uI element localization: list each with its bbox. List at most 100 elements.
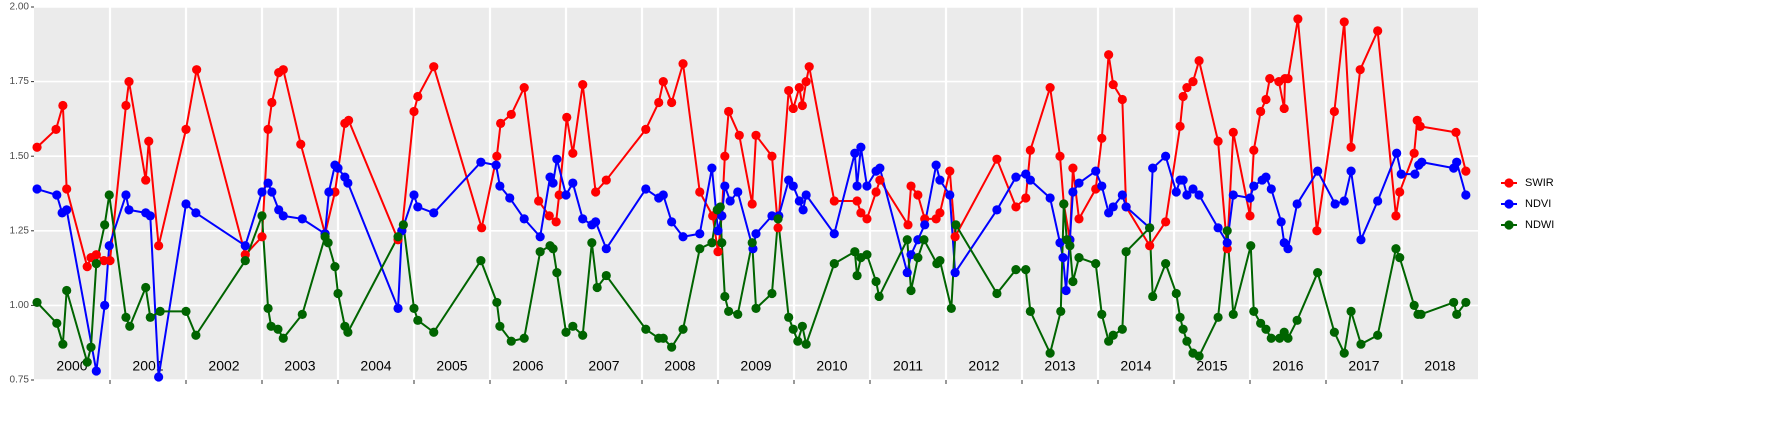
data-point (713, 247, 723, 257)
data-point (145, 312, 155, 322)
data-point (1228, 190, 1238, 200)
data-point (1061, 285, 1071, 296)
data-point (1117, 190, 1127, 200)
x-tick-label: 2004 (360, 358, 391, 374)
data-point (104, 190, 114, 200)
data-point (343, 327, 353, 337)
data-point (240, 241, 250, 251)
data-point (1091, 166, 1101, 176)
data-point (1021, 193, 1031, 203)
data-point (992, 205, 1002, 215)
data-point (263, 124, 273, 134)
data-point (343, 178, 353, 188)
data-point (561, 327, 571, 337)
data-point (793, 336, 803, 346)
data-point (935, 256, 945, 266)
data-point (1108, 330, 1118, 340)
data-point (155, 306, 165, 316)
data-point (534, 196, 544, 206)
data-point (1339, 17, 1349, 27)
data-point (852, 270, 862, 281)
data-point (992, 288, 1002, 299)
data-point (181, 199, 191, 209)
x-tick-label: 2008 (664, 358, 695, 374)
x-tick-label: 2007 (588, 358, 619, 374)
data-point (1391, 244, 1401, 254)
data-point (1395, 253, 1405, 263)
data-point (519, 333, 529, 343)
data-point (1171, 187, 1181, 197)
x-tick-label: 2014 (1120, 358, 1151, 374)
data-point (1011, 172, 1021, 182)
data-point (902, 235, 912, 245)
data-point (850, 247, 860, 257)
legend-swatch (1504, 178, 1514, 188)
data-point (154, 372, 164, 382)
data-point (678, 59, 688, 69)
data-point (720, 151, 730, 161)
data-point (935, 175, 945, 185)
data-point (950, 267, 960, 278)
data-point (1194, 351, 1204, 361)
data-point (903, 220, 913, 230)
data-point (552, 154, 562, 164)
data-point (874, 291, 884, 302)
data-point (829, 259, 839, 269)
y-tick-label: 0.75 (10, 375, 30, 386)
data-point (862, 250, 872, 260)
data-point (324, 187, 334, 197)
data-point (1117, 94, 1127, 105)
data-point (1391, 211, 1401, 221)
data-point (409, 303, 419, 313)
legend-label: NDVI (1525, 198, 1551, 210)
data-point (568, 178, 578, 188)
data-point (1312, 226, 1322, 236)
data-point (591, 187, 601, 197)
data-point (62, 285, 72, 296)
data-point (333, 288, 343, 299)
data-point (1148, 163, 1158, 173)
data-point (1213, 223, 1223, 233)
data-point (707, 163, 717, 173)
data-point (495, 321, 505, 331)
data-point (1117, 324, 1127, 334)
data-point (829, 229, 839, 239)
data-point (1261, 94, 1271, 105)
data-point (1188, 184, 1198, 194)
data-point (720, 181, 730, 191)
x-tick-label: 2015 (1196, 358, 1227, 374)
data-point (1213, 136, 1223, 146)
data-point (1182, 82, 1192, 93)
data-point (797, 100, 807, 111)
data-point (278, 65, 288, 75)
data-point (641, 124, 651, 134)
data-point (393, 232, 403, 242)
data-point (829, 196, 839, 206)
data-point (784, 312, 794, 322)
data-point (1188, 77, 1198, 87)
x-tick-label: 2002 (208, 358, 239, 374)
data-point (747, 199, 757, 209)
data-point (1395, 187, 1405, 197)
x-tick-label: 2013 (1044, 358, 1075, 374)
x-tick-label: 2009 (740, 358, 771, 374)
data-point (601, 270, 611, 281)
data-point (1293, 14, 1303, 24)
data-point (1058, 253, 1068, 263)
data-point (1074, 214, 1084, 224)
data-point (734, 130, 744, 140)
data-point (535, 232, 545, 242)
data-point (767, 151, 777, 161)
data-point (32, 297, 42, 308)
data-point (477, 223, 487, 233)
data-point (1245, 193, 1255, 203)
data-point (695, 187, 705, 197)
data-point (496, 118, 506, 128)
data-point (852, 196, 862, 206)
data-point (784, 85, 794, 96)
data-point (992, 154, 1002, 164)
data-point (1249, 181, 1259, 191)
data-point (1416, 309, 1426, 319)
data-point (945, 166, 955, 176)
data-point (1266, 333, 1276, 343)
